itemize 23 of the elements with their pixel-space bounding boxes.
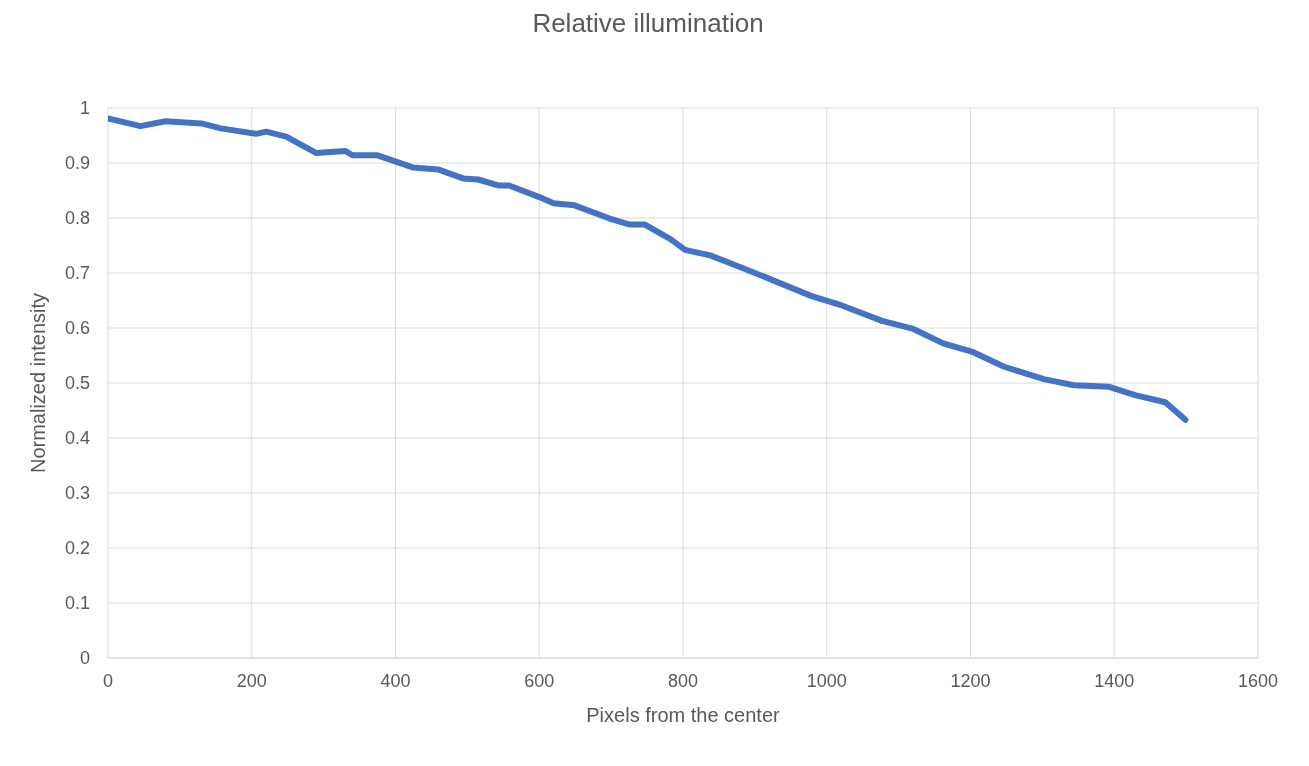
x-tick-label: 600 [524, 670, 555, 691]
y-tick-label: 0.4 [64, 428, 90, 449]
y-tick-label: 0.5 [64, 373, 90, 394]
y-tick-label: 0.3 [64, 483, 90, 504]
y-tick-label: 0 [79, 648, 90, 669]
x-tick-label: 0 [102, 670, 114, 691]
y-tick-label: 0.7 [64, 263, 90, 284]
x-tick-label: 800 [667, 670, 699, 691]
chart-title: Relative illumination [531, 8, 765, 40]
y-tick-label: 0.8 [64, 208, 90, 229]
y-tick-label: 0.1 [64, 593, 90, 614]
y-tick-label: 0.2 [64, 538, 90, 559]
x-tick-label: 1200 [950, 670, 991, 691]
y-tick-label: 0.9 [64, 153, 90, 174]
y-axis-title: Normalized intensity [27, 292, 50, 474]
x-tick-label: 400 [380, 670, 411, 691]
y-tick-label: 0.6 [64, 318, 90, 339]
x-tick-label: 1600 [1237, 670, 1279, 691]
x-axis-title: Pixels from the center [586, 704, 781, 727]
x-tick-label: 1400 [1094, 670, 1135, 691]
x-tick-label: 200 [236, 670, 267, 691]
x-tick-label: 1000 [806, 670, 847, 691]
y-tick-label: 1 [79, 98, 90, 119]
